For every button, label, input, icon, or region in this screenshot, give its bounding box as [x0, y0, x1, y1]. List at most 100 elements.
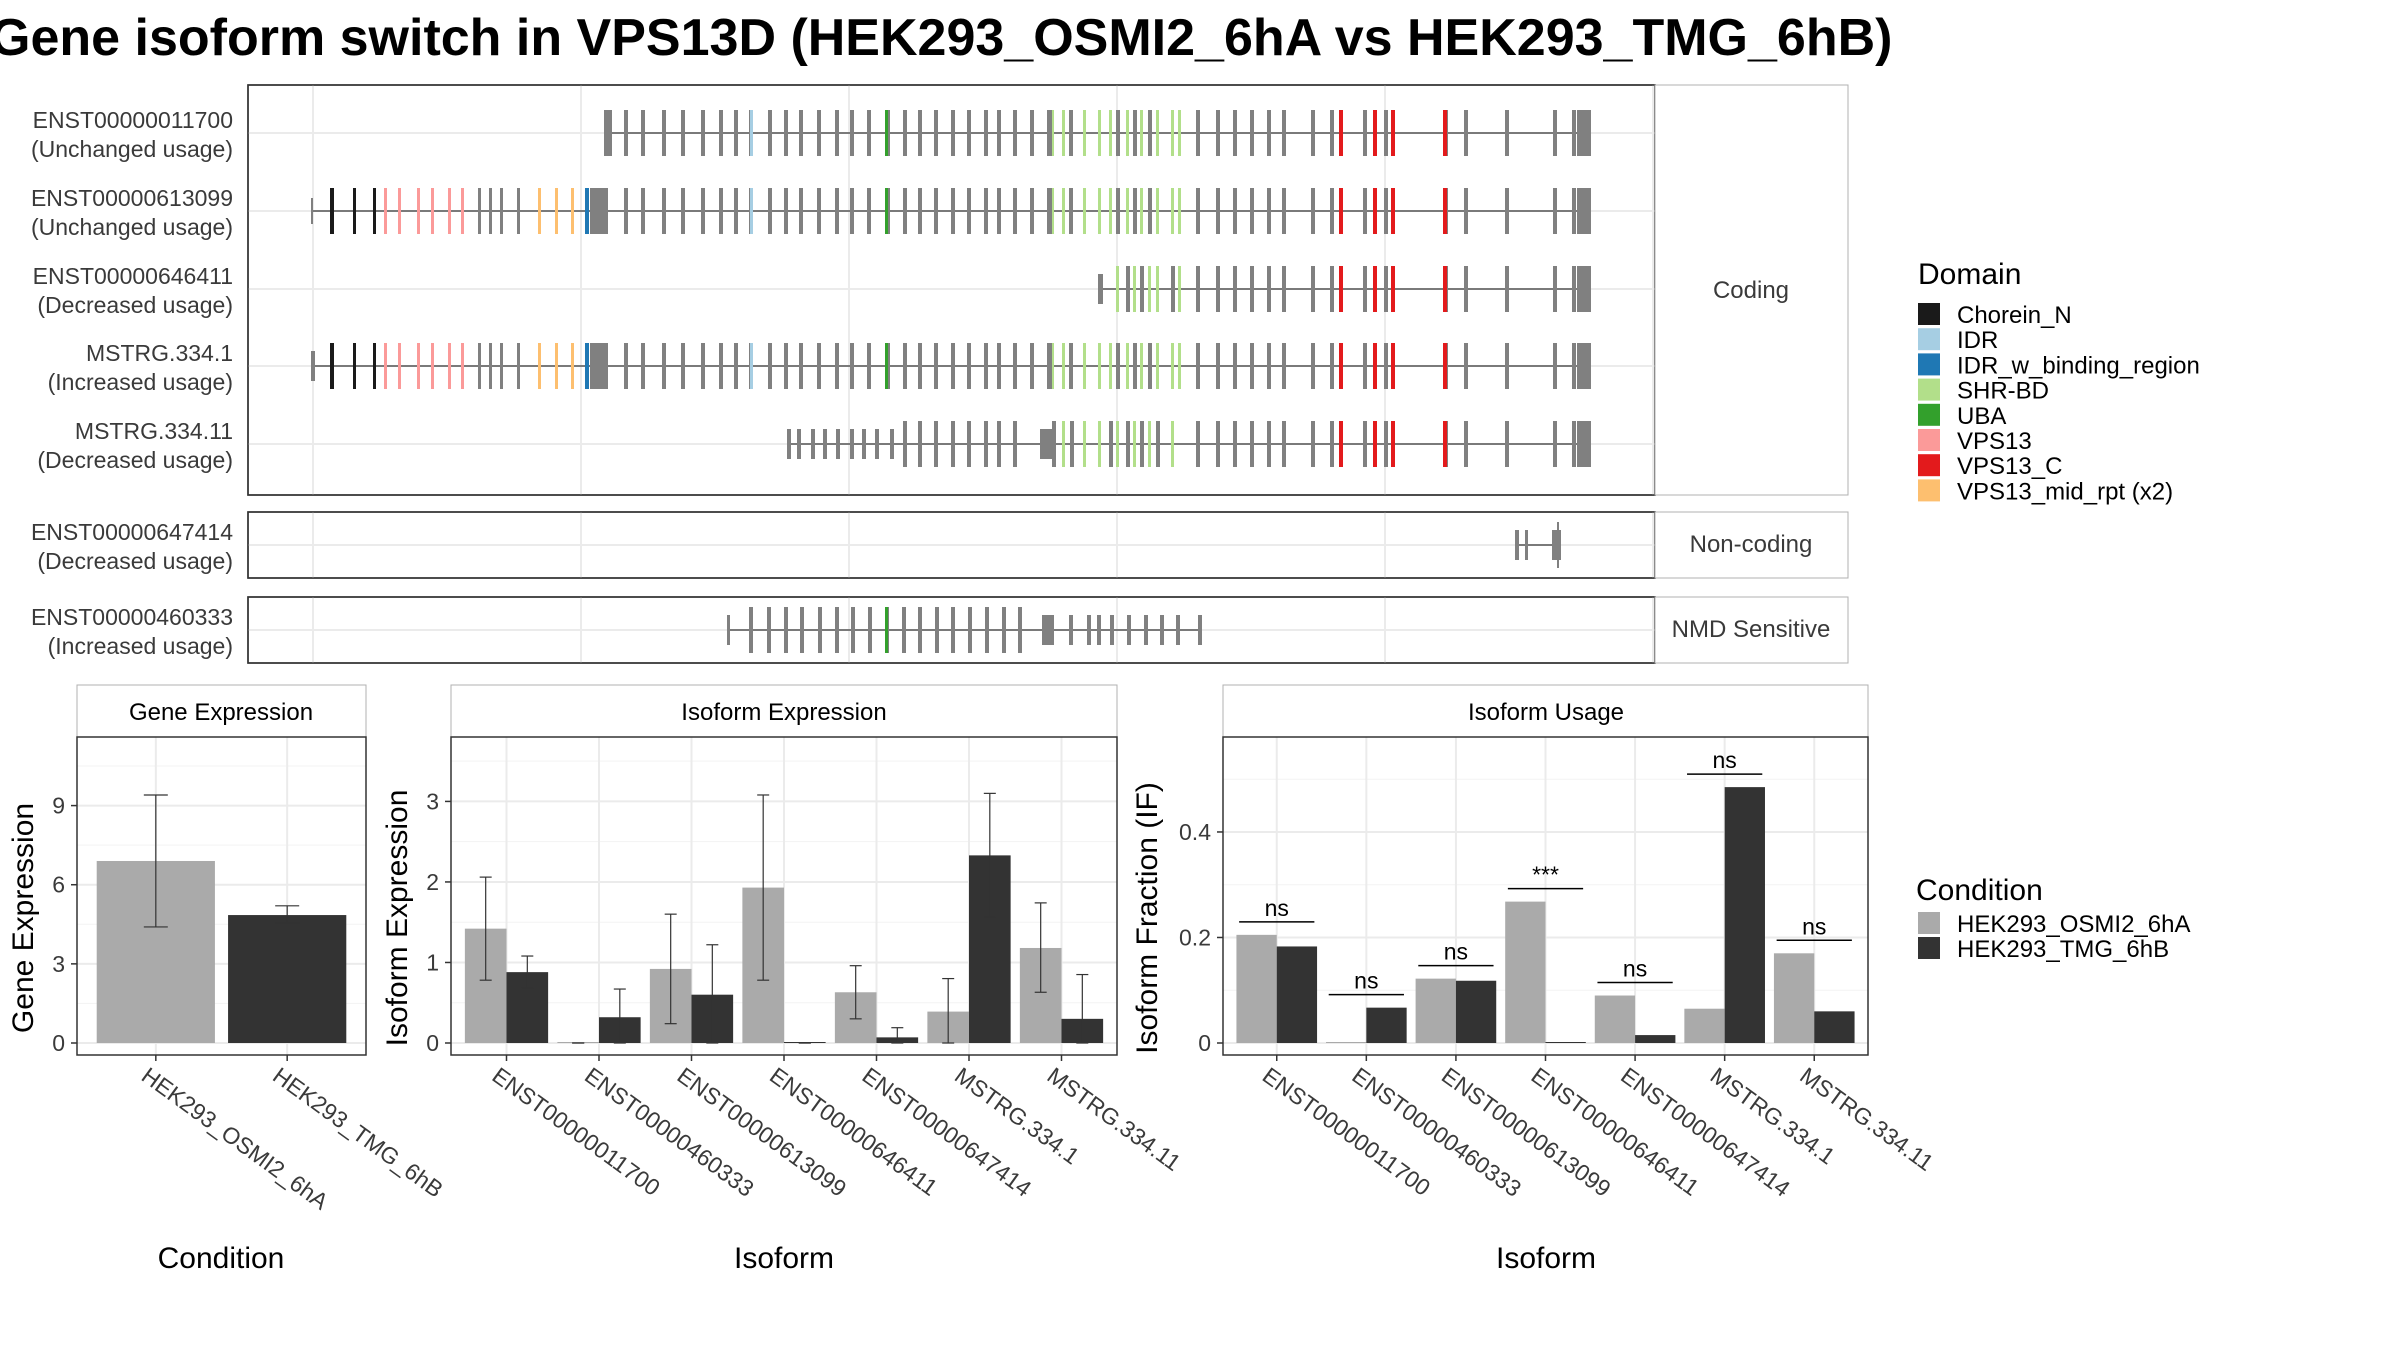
exon — [1464, 266, 1468, 312]
exon — [1126, 266, 1130, 312]
exon — [1156, 110, 1159, 156]
exon — [585, 343, 589, 389]
exon — [867, 343, 871, 389]
exon — [1464, 188, 1468, 234]
y-tick-label: 0.4 — [1179, 819, 1211, 845]
bar — [1773, 953, 1815, 1043]
exon — [624, 343, 628, 389]
significance-label: ns — [1623, 956, 1647, 982]
exon — [903, 110, 907, 156]
exon — [500, 343, 503, 389]
exon — [681, 110, 685, 156]
exon — [571, 188, 574, 234]
exon — [734, 188, 738, 234]
transcript-id: ENST00000613099 — [31, 185, 233, 211]
exon — [1363, 188, 1367, 234]
exon — [903, 343, 907, 389]
exon — [555, 343, 558, 389]
exon — [489, 343, 492, 389]
exon — [1109, 343, 1112, 389]
exon — [1443, 421, 1447, 467]
strip-isoform-usage: Isoform Usage — [1468, 699, 1624, 726]
exon — [850, 110, 854, 156]
exon — [1505, 421, 1509, 467]
exon — [1148, 188, 1152, 234]
exon — [1391, 110, 1395, 156]
exon — [1171, 110, 1174, 156]
exon — [997, 343, 1001, 389]
legend-label: VPS13 — [1957, 428, 2032, 455]
exon — [1282, 188, 1286, 234]
legend-label: HEK293_OSMI2_6hA — [1957, 911, 2190, 938]
exon — [373, 188, 376, 234]
exon — [799, 188, 803, 234]
y-axis-title-isoform-expression: Isoform Expression — [381, 790, 414, 1047]
x-tick-label: ENST00000011700 — [488, 1062, 665, 1201]
exon — [478, 188, 481, 234]
x-tick-label: ENST00000613099 — [1437, 1062, 1616, 1202]
bar-panel-isoform-expression: 0123ENST00000011700ENST00000460333ENST00… — [426, 684, 1186, 1202]
exon — [885, 188, 888, 234]
exon — [500, 188, 503, 234]
exon — [1553, 343, 1557, 389]
exon — [1116, 421, 1119, 467]
exon — [951, 343, 955, 389]
exon — [784, 188, 788, 234]
x-tick-label: ENST00000646411 — [765, 1062, 942, 1201]
exon — [984, 110, 988, 156]
exon — [797, 429, 801, 459]
exon — [1330, 188, 1334, 234]
exon — [1330, 421, 1334, 467]
transcript-usage: (Decreased usage) — [37, 447, 233, 473]
exon — [461, 343, 464, 389]
exon — [1126, 343, 1129, 389]
exon — [951, 421, 955, 467]
exon — [1384, 343, 1388, 389]
exon — [1051, 343, 1054, 389]
y-axis-title-isoform-fraction: Isoform Fraction (IF) — [1131, 782, 1164, 1054]
exon — [1572, 343, 1576, 389]
exon — [701, 188, 705, 234]
exon — [1553, 421, 1557, 467]
exon — [799, 343, 803, 389]
y-tick-label: 0 — [426, 1030, 439, 1056]
exon — [997, 110, 1001, 156]
exon — [538, 188, 541, 234]
bar — [1635, 1035, 1676, 1043]
exon — [1443, 266, 1447, 312]
strip-background — [450, 684, 1118, 738]
exon — [662, 188, 666, 234]
x-tick-label: ENST00000613099 — [673, 1062, 852, 1202]
exon — [885, 343, 888, 389]
exon — [1148, 421, 1151, 467]
exon — [918, 343, 922, 389]
transcript-usage: (Decreased usage) — [37, 548, 233, 574]
transcript-usage: (Unchanged usage) — [31, 136, 233, 162]
significance-label: ns — [1444, 939, 1468, 965]
exon — [734, 110, 738, 156]
exon — [1339, 110, 1343, 156]
exon — [1443, 110, 1447, 156]
exon — [1083, 110, 1086, 156]
exon — [1140, 266, 1144, 312]
exon — [1233, 188, 1237, 234]
exon — [1267, 188, 1271, 234]
transcript-id: ENST00000011700 — [33, 107, 233, 133]
transcript-usage: (Increased usage) — [48, 369, 233, 395]
exon — [1196, 110, 1200, 156]
strip-background — [76, 684, 367, 738]
exon — [885, 110, 888, 156]
exon — [417, 188, 420, 234]
exon — [811, 429, 815, 459]
exon — [1178, 188, 1181, 234]
significance-label: ns — [1354, 968, 1378, 994]
exon — [1069, 188, 1073, 234]
bar — [1236, 934, 1277, 1043]
transcript-labels: ENST00000011700 (Unchanged usage) ENST00… — [31, 107, 233, 659]
y-tick-label: 9 — [52, 793, 65, 819]
exon — [835, 607, 839, 653]
exon — [1505, 110, 1509, 156]
legend-label: VPS13_C — [1957, 453, 2062, 480]
exon — [1196, 421, 1200, 467]
